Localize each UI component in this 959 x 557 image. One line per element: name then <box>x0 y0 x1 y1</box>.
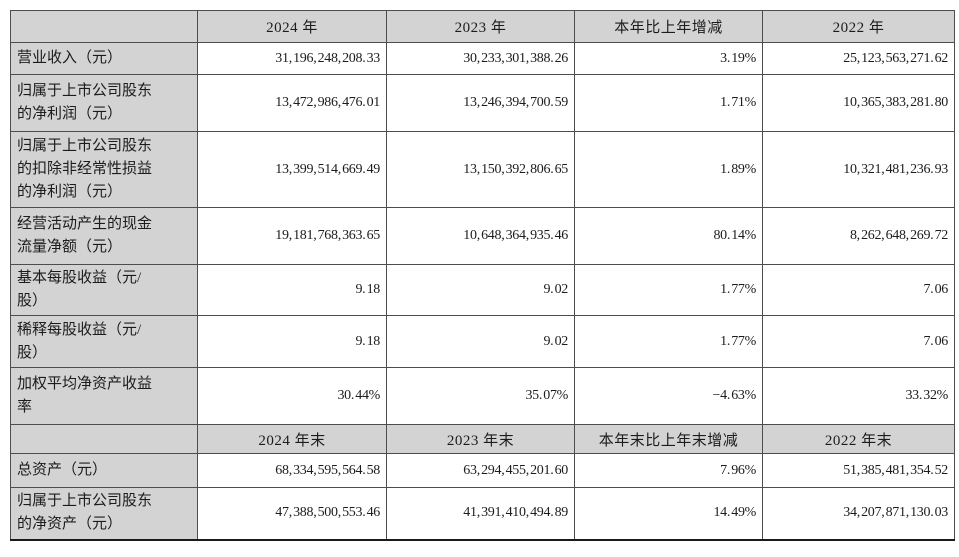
header-2024: 2024 年 <box>197 10 387 43</box>
header-blank-cell <box>10 424 198 454</box>
row-net-assets: 归属于上市公司股东 的净资产（元） 47, 388, 500, 553. 46 … <box>10 487 955 540</box>
financial-summary-table: 2024 年 2023 年 本年比上年增减 2022 年 营业收入（元） 31,… <box>10 10 955 541</box>
value-2023-yearend: 63, 294, 455, 201. 60 <box>386 453 575 488</box>
value-2023: 13, 246, 394, 700. 59 <box>386 74 575 132</box>
row-operating-revenue: 营业收入（元） 31, 196, 248, 208. 33 30, 233, 3… <box>10 42 955 75</box>
value-2022: 10, 321, 481, 236. 93 <box>762 131 955 208</box>
row-label: 归属于上市公司股东 的净利润（元） <box>10 74 198 132</box>
row-label: 稀释每股收益（元/ 股） <box>10 315 198 368</box>
row-label: 加权平均净资产收益 率 <box>10 367 198 425</box>
value-2022-yearend: 51, 385, 481, 354. 52 <box>762 453 955 488</box>
row-label: 经营活动产生的现金 流量净额（元） <box>10 207 198 265</box>
row-net-profit-excl-nonrecurring: 归属于上市公司股东 的扣除非经常性损益 的净利润（元） 13, 399, 514… <box>10 131 955 208</box>
value-2022: 10, 365, 383, 281. 80 <box>762 74 955 132</box>
value-2022: 33. 32% <box>762 367 955 425</box>
value-yoy-change: 1. 77% <box>574 264 763 316</box>
row-diluted-eps: 稀释每股收益（元/ 股） 9. 18 9. 02 1. 77% 7. 06 <box>10 315 955 368</box>
value-2023: 35. 07% <box>386 367 575 425</box>
header-row-yearend: 2024 年末 2023 年末 本年末比上年末增减 2022 年末 <box>10 424 955 454</box>
value-2023: 30, 233, 301, 388. 26 <box>386 42 575 75</box>
header-2023-yearend: 2023 年末 <box>386 424 575 454</box>
value-2024: 13, 472, 986, 476. 01 <box>197 74 387 132</box>
value-2024: 9. 18 <box>197 264 387 316</box>
row-total-assets: 总资产（元） 68, 334, 595, 564. 58 63, 294, 45… <box>10 453 955 488</box>
header-2022-yearend: 2022 年末 <box>762 424 955 454</box>
value-2024: 13, 399, 514, 669. 49 <box>197 131 387 208</box>
value-2023: 9. 02 <box>386 315 575 368</box>
header-2023: 2023 年 <box>386 10 575 43</box>
value-2024: 30. 44% <box>197 367 387 425</box>
row-label: 总资产（元） <box>10 453 198 488</box>
row-label: 营业收入（元） <box>10 42 198 75</box>
row-weighted-avg-roe: 加权平均净资产收益 率 30. 44% 35. 07% −4. 63% 33. … <box>10 367 955 425</box>
value-2023: 10, 648, 364, 935. 46 <box>386 207 575 265</box>
header-yoy-change: 本年比上年增减 <box>574 10 763 43</box>
value-2024: 31, 196, 248, 208. 33 <box>197 42 387 75</box>
value-yoy-change: 3. 19% <box>574 42 763 75</box>
value-2023-yearend: 41, 391, 410, 494. 89 <box>386 487 575 540</box>
value-yoy-change: 1. 71% <box>574 74 763 132</box>
value-2024-yearend: 47, 388, 500, 553. 46 <box>197 487 387 540</box>
value-yoy-change: 1. 77% <box>574 315 763 368</box>
value-yearend-change: 7. 96% <box>574 453 763 488</box>
value-2022-yearend: 34, 207, 871, 130. 03 <box>762 487 955 540</box>
row-label: 归属于上市公司股东 的扣除非经常性损益 的净利润（元） <box>10 131 198 208</box>
row-basic-eps: 基本每股收益（元/ 股） 9. 18 9. 02 1. 77% 7. 06 <box>10 264 955 316</box>
value-yoy-change: −4. 63% <box>574 367 763 425</box>
value-2024-yearend: 68, 334, 595, 564. 58 <box>197 453 387 488</box>
value-2022: 25, 123, 563, 271. 62 <box>762 42 955 75</box>
header-yearend-change: 本年末比上年末增减 <box>574 424 763 454</box>
value-2022: 7. 06 <box>762 264 955 316</box>
header-2024-yearend: 2024 年末 <box>197 424 387 454</box>
row-label: 基本每股收益（元/ 股） <box>10 264 198 316</box>
value-2024: 9. 18 <box>197 315 387 368</box>
header-row-annual: 2024 年 2023 年 本年比上年增减 2022 年 <box>10 10 955 43</box>
row-operating-cash-flow: 经营活动产生的现金 流量净额（元） 19, 181, 768, 363. 65 … <box>10 207 955 265</box>
value-2022: 8, 262, 648, 269. 72 <box>762 207 955 265</box>
row-net-profit: 归属于上市公司股东 的净利润（元） 13, 472, 986, 476. 01 … <box>10 74 955 132</box>
value-2022: 7. 06 <box>762 315 955 368</box>
header-2022: 2022 年 <box>762 10 955 43</box>
value-yearend-change: 14. 49% <box>574 487 763 540</box>
value-yoy-change: 1. 89% <box>574 131 763 208</box>
value-yoy-change: 80. 14% <box>574 207 763 265</box>
value-2023: 13, 150, 392, 806. 65 <box>386 131 575 208</box>
header-blank-cell <box>10 10 198 43</box>
row-label: 归属于上市公司股东 的净资产（元） <box>10 487 198 540</box>
value-2023: 9. 02 <box>386 264 575 316</box>
value-2024: 19, 181, 768, 363. 65 <box>197 207 387 265</box>
